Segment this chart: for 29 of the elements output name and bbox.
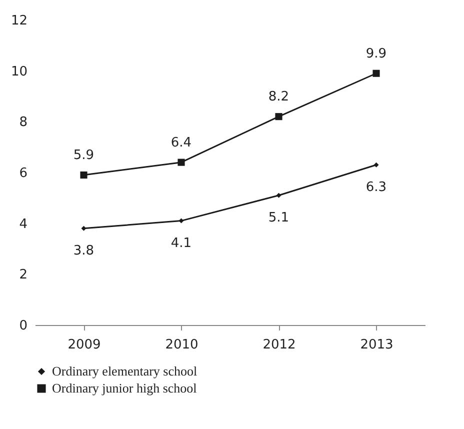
data-label: 8.2 [268,90,290,105]
point [374,162,379,168]
legend-label: Ordinary elementary school [52,364,198,378]
y-tick-label: 12 [10,14,28,28]
data-label: 9.9 [366,46,387,62]
point [276,192,282,198]
point [372,70,380,77]
data-label: 5.1 [268,210,290,226]
legend-label: Ordinary junior high school [52,380,198,396]
data-label: 3.8 [73,243,94,258]
x-tick-label: 2009 [68,338,101,352]
point [275,113,282,120]
point [81,226,86,231]
y-tick-label: 8 [19,115,28,130]
data-label: 6.4 [170,135,192,150]
data-label: 5.9 [73,148,94,164]
data-label: 6.3 [366,180,387,195]
point [80,172,88,179]
y-tick-label: 6 [19,166,28,181]
data-label: 4.1 [170,236,192,251]
x-tick-label: 2010 [165,338,198,352]
point [178,158,185,166]
x-tick-label: 2013 [360,338,394,352]
y-tick-label: 4 [19,216,28,232]
point [178,218,184,224]
x-tick-label: 2012 [262,338,296,352]
y-tick-label: 10 [10,64,28,80]
y-tick-label: 2 [19,268,28,283]
y-tick-label: 0 [19,318,28,334]
